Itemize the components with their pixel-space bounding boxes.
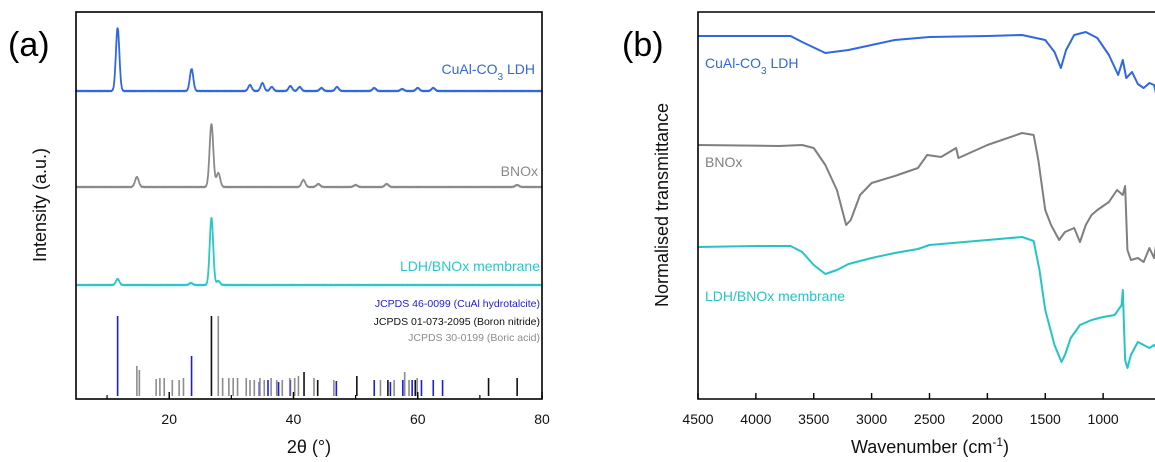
ref-label-3: JCPDS 30-0199 (Boric acid) <box>408 332 540 344</box>
series-labels: CuAl-CO3 LDH BNOx LDH/BNOx membrane <box>400 61 540 274</box>
plot-area-b <box>697 11 1155 400</box>
reference-lines <box>116 316 518 396</box>
x-tick-label-a: 60 <box>410 411 426 427</box>
ref-label-2: JCPDS 01-073-2095 (Boron nitride) <box>374 316 540 328</box>
series-labels-b: CuAl-CO3 LDH BNOx LDH/BNOx membrane <box>705 55 845 304</box>
x-axis-title-b: Wavenumber (cm-1) <box>851 435 1009 457</box>
x-tick-label-b: 3500 <box>798 411 829 427</box>
series-label-b-2: BNOx <box>705 154 742 170</box>
x-tick-label-b: 4500 <box>682 411 713 427</box>
xrd-line-2 <box>75 123 543 189</box>
panel-a: (a) CuAl-CO3 LDH BNOx LDH/BNOx membrane JC… <box>8 11 550 457</box>
x-tick-label-b: 2500 <box>914 411 945 427</box>
panel-b: (b) CuAl-CO3 LDH BNOx LDH/BNOx membrane 45… <box>622 11 1155 457</box>
ftir-line-3 <box>698 236 1155 369</box>
panel-a-label: (a) <box>8 26 50 64</box>
x-axis-b: 4500 4000 3500 3000 2500 2000 1500 1000 <box>682 393 1119 427</box>
series-label-a-2: BNOx <box>501 163 538 179</box>
y-axis-title-a: Intensity (a.u.) <box>30 148 50 262</box>
x-tick-label-a: 20 <box>161 411 177 427</box>
x-tick-label-a: 40 <box>286 411 302 427</box>
series-label-a-1: CuAl-CO3 LDH <box>442 61 535 83</box>
x-axis-a: 20 40 60 80 <box>106 392 550 427</box>
x-tick-label-b: 4000 <box>740 411 771 427</box>
reference-labels: JCPDS 46-0099 (CuAl hydrotalcite) JCPDS 0… <box>374 298 540 344</box>
xrd-line-3 <box>75 216 543 287</box>
x-axis-title-a: 2θ (°) <box>287 437 331 457</box>
series-label-b-3: LDH/BNOx membrane <box>705 288 845 304</box>
x-tick-label-b: 3000 <box>856 411 887 427</box>
ftir-series <box>698 31 1155 369</box>
ftir-line-2 <box>698 132 1155 263</box>
y-axis-title-b: Normalised transmittance <box>652 103 672 307</box>
x-tick-label-b: 1500 <box>1030 411 1061 427</box>
xrd-series <box>75 27 543 287</box>
ref-label-1: JCPDS 46-0099 (CuAl hydrotalcite) <box>375 298 540 310</box>
plot-area-a <box>75 11 543 400</box>
panel-b-label: (b) <box>622 26 664 64</box>
x-tick-label-a: 80 <box>534 411 550 427</box>
x-tick-label-b: 1000 <box>1088 411 1119 427</box>
xrd-line-1 <box>75 27 543 93</box>
series-label-b-1: CuAl-CO3 LDH <box>705 55 798 77</box>
x-tick-label-b: 2000 <box>972 411 1003 427</box>
ftir-line-1 <box>698 31 1155 94</box>
series-label-a-3: LDH/BNOx membrane <box>400 258 540 274</box>
